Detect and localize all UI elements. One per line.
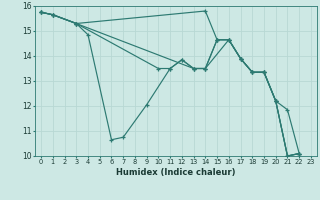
X-axis label: Humidex (Indice chaleur): Humidex (Indice chaleur) — [116, 168, 236, 177]
